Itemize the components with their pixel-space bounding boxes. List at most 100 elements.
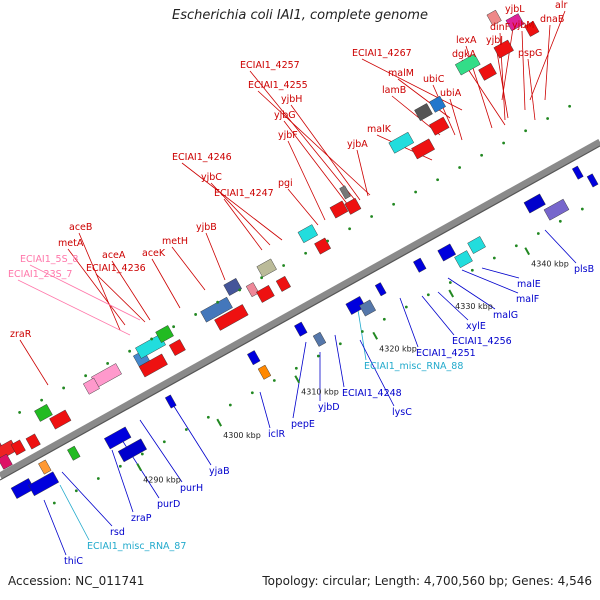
track-dot [426, 293, 430, 297]
gene-label: yjbL [505, 4, 525, 15]
backbone-shadow [0, 145, 600, 481]
leader-line [259, 391, 271, 429]
leader-line [210, 182, 271, 246]
track-dot [272, 379, 276, 382]
track-dot [558, 219, 562, 223]
gene-label: yjbM [512, 20, 535, 31]
gene-feature [25, 433, 41, 450]
gene-label: malK [367, 124, 392, 135]
gene-feature [168, 339, 186, 356]
gene-label: metH [162, 236, 188, 247]
tick-label: 4290 kbp [143, 476, 181, 485]
gene-label: yjbF [278, 130, 298, 141]
leader-line [95, 273, 146, 323]
gene-label: ubiC [423, 74, 445, 85]
gene-feature [571, 165, 584, 180]
gene-label: malM [388, 68, 414, 79]
track-dot [338, 342, 342, 346]
gene-feature [257, 364, 272, 380]
gene-label: yjbH [281, 94, 302, 105]
track-dot [228, 403, 232, 407]
leader-line [334, 334, 345, 388]
gene-feature [256, 284, 275, 303]
gene-feature [374, 282, 387, 297]
leader-line [59, 484, 90, 541]
track-dot [162, 440, 166, 444]
leader-line [529, 10, 566, 101]
gene-feature [155, 325, 174, 343]
gene-feature [413, 257, 427, 273]
leader-line [181, 162, 283, 241]
genome-summary: Topology: circular; Length: 4,700,560 bp… [262, 574, 592, 588]
track-dot [150, 337, 154, 341]
gene-label: malF [516, 294, 539, 305]
gene-feature [429, 116, 450, 136]
track-dot [118, 464, 122, 468]
track-dot [260, 276, 264, 280]
leader-line [257, 90, 371, 196]
gene-label: yjbG [274, 110, 296, 121]
tick-label: 4330 kbp [455, 302, 493, 311]
gene-label: yjaB [209, 466, 230, 477]
leader-line [449, 98, 463, 141]
gene-feature [543, 198, 570, 221]
leader-line [19, 339, 49, 386]
gene-label: aceA [102, 250, 126, 261]
gene-label: iclR [268, 429, 286, 440]
track-dot [282, 264, 286, 267]
gene-feature [339, 185, 351, 200]
gene-feature [437, 243, 457, 262]
gene-feature [524, 20, 540, 37]
gene-label: dinF [490, 22, 510, 33]
track-dot [316, 354, 320, 358]
gene-label: dgkA [452, 49, 477, 60]
genome-backbone [0, 138, 600, 480]
gene-feature [493, 39, 514, 59]
track-dot [140, 452, 144, 456]
track-dot [436, 178, 440, 182]
gene-feature [256, 258, 277, 278]
gene-label: pgi [278, 178, 293, 189]
gene-label: ubiA [440, 88, 462, 99]
tick-label: 4320 kbp [379, 344, 417, 353]
leader-line [521, 30, 526, 111]
leader-line [111, 260, 151, 321]
track-dot [326, 239, 330, 243]
tick-mark [524, 247, 531, 256]
gene-feature [297, 224, 319, 244]
leader-line [527, 58, 536, 121]
track-dot [470, 268, 474, 272]
gene-feature [247, 350, 261, 366]
leader-line [169, 399, 212, 466]
gene-label: xylE [466, 321, 486, 332]
gene-feature [138, 353, 168, 378]
accession-label: Accession: NC_011741 [8, 574, 145, 588]
gene-label: dnaB [540, 14, 564, 25]
leader-line [43, 499, 67, 556]
gene-label: ECIAI1_4255 [248, 80, 308, 91]
gene-label: yjbA [347, 139, 368, 150]
tick-mark [448, 289, 455, 298]
gene-label: ECIAI1_4247 [214, 188, 274, 199]
gene-label: pspG [518, 48, 542, 59]
gene-feature [49, 409, 72, 430]
gene-feature [345, 296, 366, 315]
gene-feature [414, 103, 433, 121]
gene-feature [312, 331, 327, 347]
gene-label: pepE [291, 419, 315, 430]
gene-label: plsB [574, 264, 594, 275]
leader-line [432, 84, 456, 136]
gene-feature [104, 426, 132, 450]
leader-line [359, 339, 395, 407]
gene-label: purH [180, 483, 203, 494]
gene-feature [28, 471, 60, 497]
gene-feature [454, 250, 473, 269]
leader-line [481, 267, 520, 279]
gene-label: ECIAI1_23S_7 [8, 269, 72, 280]
gene-feature [38, 459, 52, 475]
gene-feature [117, 438, 147, 463]
track-dot [74, 489, 78, 493]
leader-line [151, 258, 181, 309]
